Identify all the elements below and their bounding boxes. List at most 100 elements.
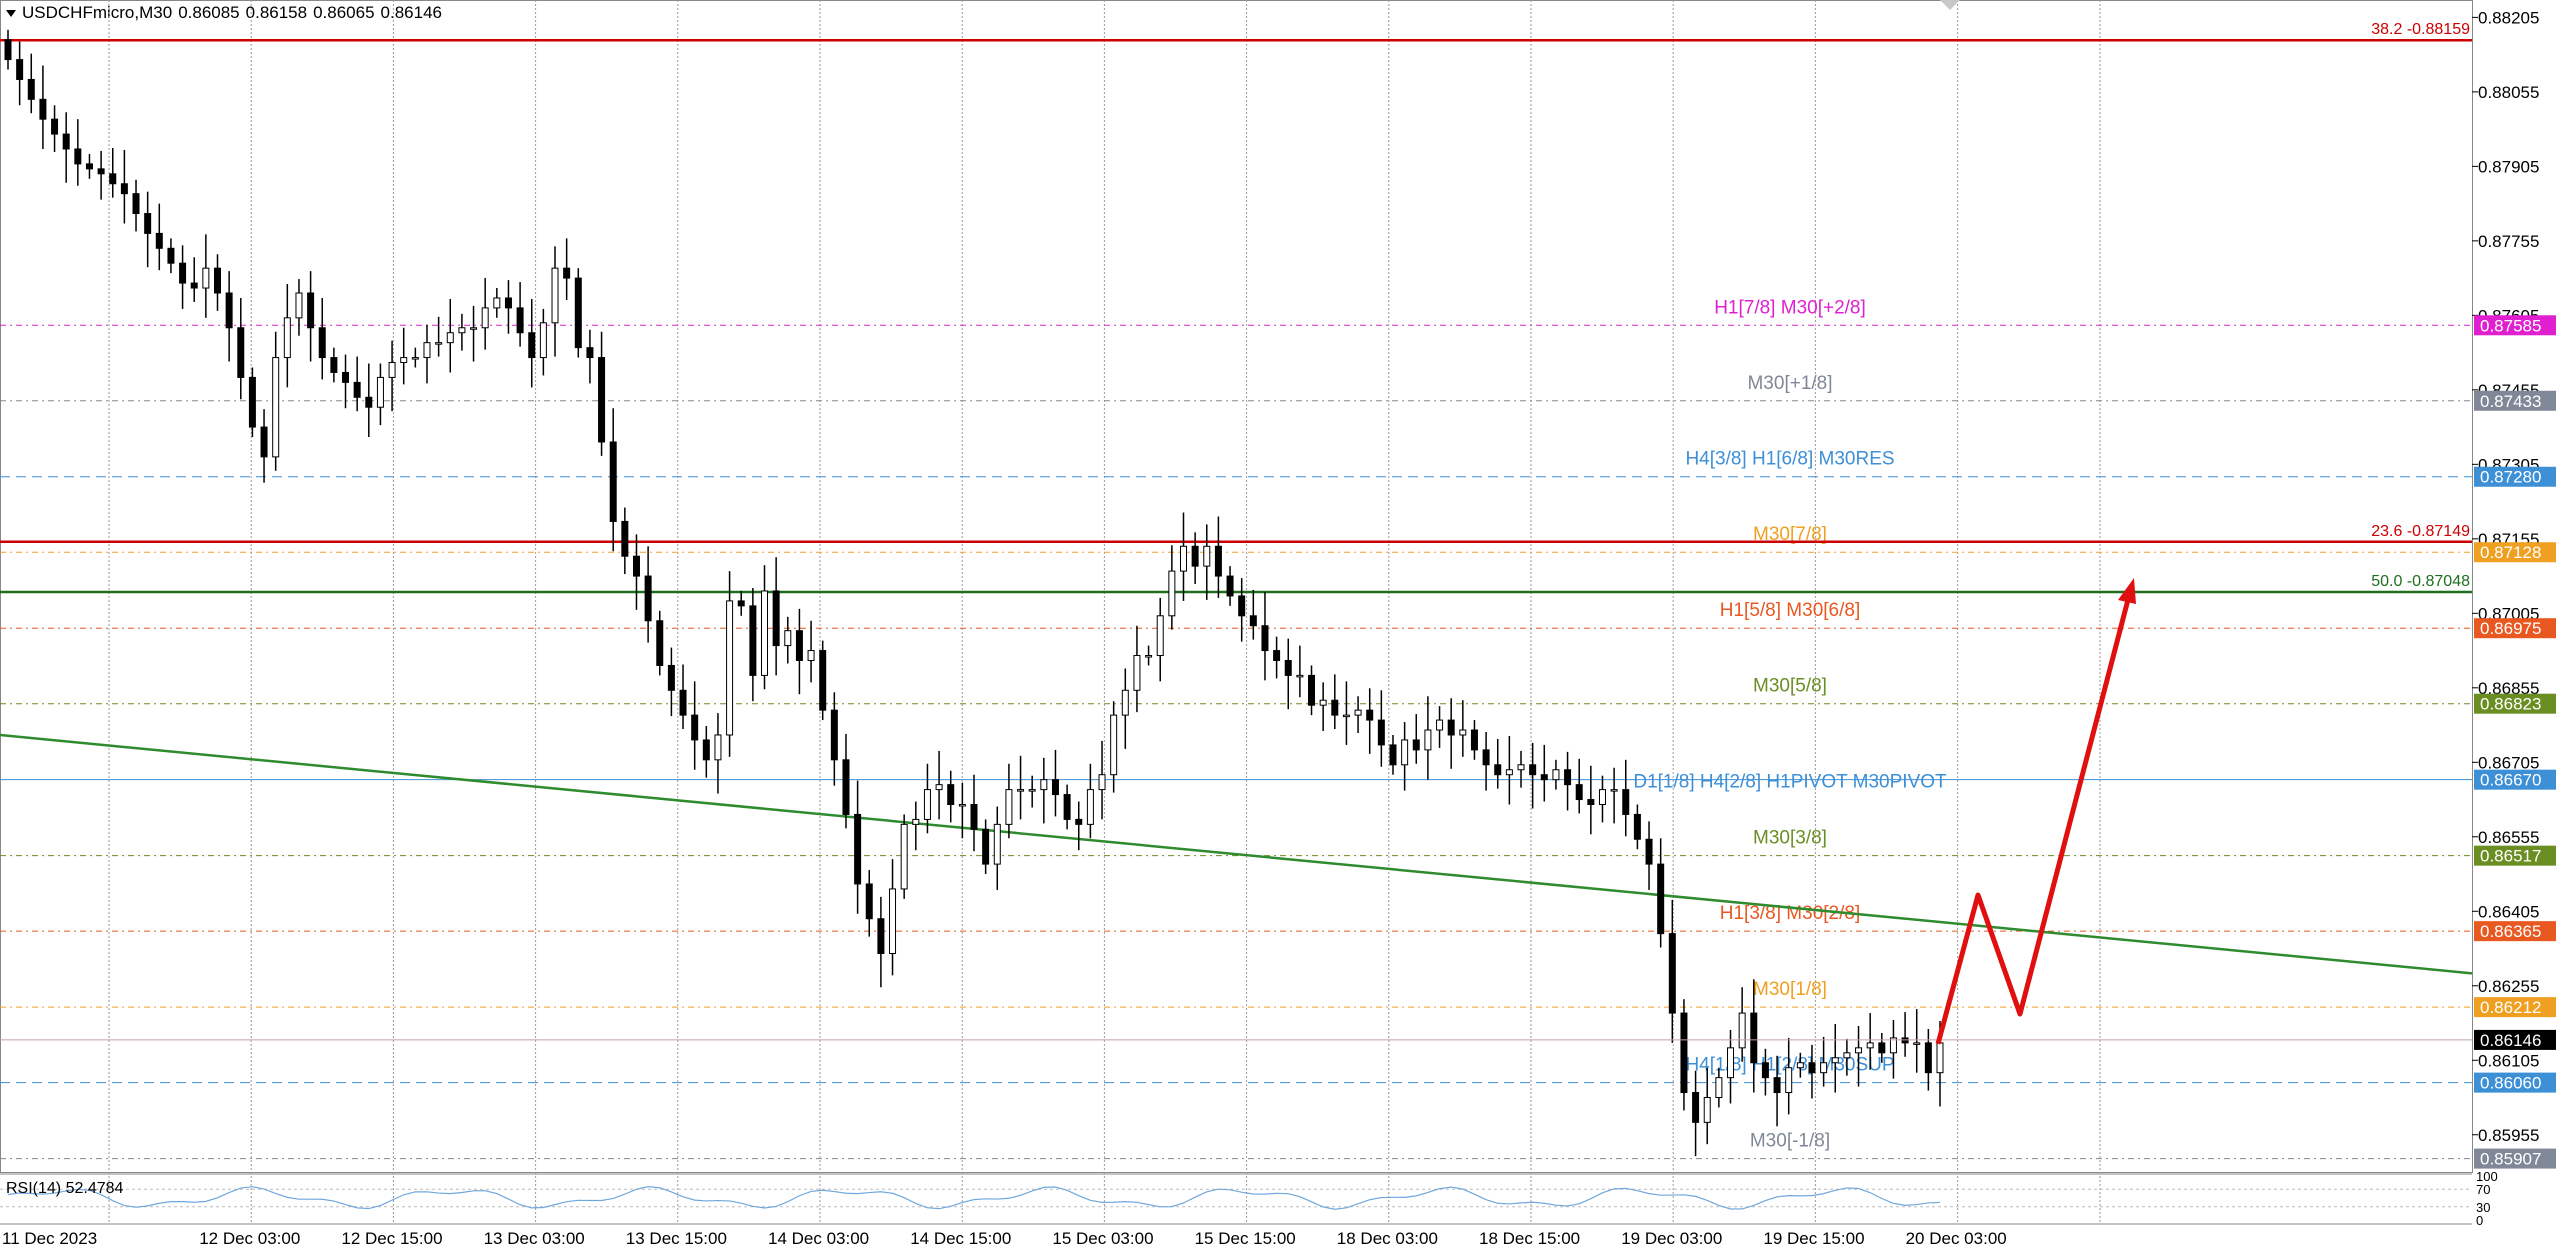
- candle-body: [958, 804, 966, 807]
- y-tick-label: 0.87905: [2478, 157, 2539, 176]
- candle-body: [1121, 689, 1129, 716]
- candle-body: [179, 262, 187, 284]
- murrey-level-label: D1[1/8] H4[2/8] H1PIVOT M30PIVOT: [1633, 772, 1947, 793]
- price-tag-bg: [2474, 1148, 2556, 1169]
- candle-body: [365, 396, 373, 408]
- murrey-level-label: H1[5/8] M30[6/8]: [1720, 600, 1860, 621]
- y-tick-label: 0.86105: [2478, 1051, 2539, 1070]
- candle-body: [609, 441, 617, 522]
- price-tag-label: 0.86212: [2480, 998, 2541, 1017]
- candle-body: [726, 600, 734, 736]
- candle-body: [1622, 789, 1630, 815]
- candle-body: [1086, 789, 1094, 825]
- x-tick-label: 12 Dec 15:00: [341, 1229, 442, 1248]
- candle-body: [1866, 1042, 1874, 1049]
- candle-body: [516, 307, 524, 334]
- x-tick-label: 19 Dec 03:00: [1621, 1229, 1722, 1248]
- candle-body: [1587, 799, 1595, 806]
- candle-body: [493, 297, 501, 309]
- x-tick-label: 13 Dec 03:00: [484, 1229, 585, 1248]
- candle-body: [1308, 674, 1316, 706]
- y-tick-label: 0.87755: [2478, 232, 2539, 251]
- price-tag-label: 0.87585: [2480, 316, 2541, 335]
- candle-body: [39, 98, 47, 120]
- candle-body: [132, 193, 140, 215]
- candle-body: [481, 307, 489, 329]
- price-tag-bg: [2474, 315, 2556, 336]
- candle-body: [4, 39, 12, 61]
- rsi-scale-label: 0: [2476, 1213, 2483, 1228]
- candle-body: [1366, 709, 1374, 721]
- candle-body: [1051, 779, 1059, 796]
- candle-body: [97, 168, 105, 175]
- candle-body: [1750, 1012, 1758, 1064]
- x-tick-label: 12 Dec 03:00: [199, 1229, 300, 1248]
- candle-body: [970, 804, 978, 830]
- candle-body: [318, 327, 326, 359]
- candle-body: [353, 381, 361, 398]
- price-tag-bg: [2474, 1072, 2556, 1093]
- candle-body: [1436, 719, 1444, 731]
- current-price-tag-bg: [2474, 1029, 2556, 1050]
- candle-body: [1633, 813, 1641, 840]
- candle-body: [551, 267, 559, 324]
- candle-body: [1238, 595, 1246, 617]
- candle-body: [155, 232, 163, 249]
- candle-body: [202, 267, 210, 289]
- candle-body: [237, 327, 245, 378]
- candle-body: [283, 317, 291, 359]
- candle-body: [1773, 1077, 1781, 1094]
- price-tag-label: 0.87433: [2480, 392, 2541, 411]
- candle-body: [1156, 615, 1164, 657]
- candle-body: [225, 292, 233, 329]
- candle-body: [260, 426, 268, 458]
- dropdown-triangle-icon[interactable]: [6, 10, 16, 18]
- candle-body: [702, 739, 710, 761]
- candle-body: [947, 784, 955, 806]
- candle-body: [190, 282, 198, 289]
- price-tag-label: 0.86060: [2480, 1074, 2541, 1093]
- candle-body: [1354, 709, 1362, 716]
- low-value: 0.86065: [313, 3, 375, 22]
- candle-body: [1540, 774, 1548, 781]
- chart-header: USDCHFmicro,M30 0.86085 0.86158 0.86065 0.86…: [6, 3, 442, 23]
- candle-body: [213, 267, 221, 294]
- candle-body: [854, 813, 862, 885]
- candle-body: [1063, 794, 1071, 820]
- price-tag-label: 0.86823: [2480, 695, 2541, 714]
- candle-body: [1203, 545, 1211, 567]
- rsi-line: [7, 1186, 1941, 1210]
- y-tick-label: 0.86555: [2478, 828, 2539, 847]
- candle-body: [900, 823, 908, 890]
- candle-body: [1005, 789, 1013, 825]
- y-tick-label: 0.86255: [2478, 977, 2539, 996]
- candle-body: [563, 267, 571, 279]
- candle-body: [865, 883, 873, 920]
- candle-body: [1249, 615, 1257, 627]
- candle-body: [1820, 1062, 1828, 1074]
- price-tag-label: 0.86670: [2480, 771, 2541, 790]
- candle-body: [1191, 545, 1199, 567]
- murrey-level-label: M30[+1/8]: [1747, 373, 1832, 394]
- price-tag-label: 0.86517: [2480, 847, 2541, 866]
- candle-body: [342, 371, 350, 383]
- candle-body: [400, 357, 408, 364]
- candle-body: [528, 332, 536, 359]
- candle-body: [1715, 1077, 1723, 1099]
- projection-arrow: [1935, 591, 2133, 1045]
- candle-body: [1645, 838, 1653, 865]
- price-tag-bg: [2474, 542, 2556, 563]
- candle-body: [1796, 1062, 1804, 1069]
- candle-body: [1028, 789, 1036, 792]
- candle-body: [691, 714, 699, 741]
- y-tick-label: 0.86855: [2478, 679, 2539, 698]
- candle-body: [1284, 659, 1292, 676]
- y-tick-label: 0.86705: [2478, 753, 2539, 772]
- arrow-head-icon: [2118, 578, 2136, 604]
- candle-body: [679, 689, 687, 716]
- candle-body: [819, 650, 827, 711]
- price-tag-bg: [2474, 845, 2556, 866]
- price-tag-bg: [2474, 921, 2556, 942]
- price-tag-bg: [2474, 769, 2556, 790]
